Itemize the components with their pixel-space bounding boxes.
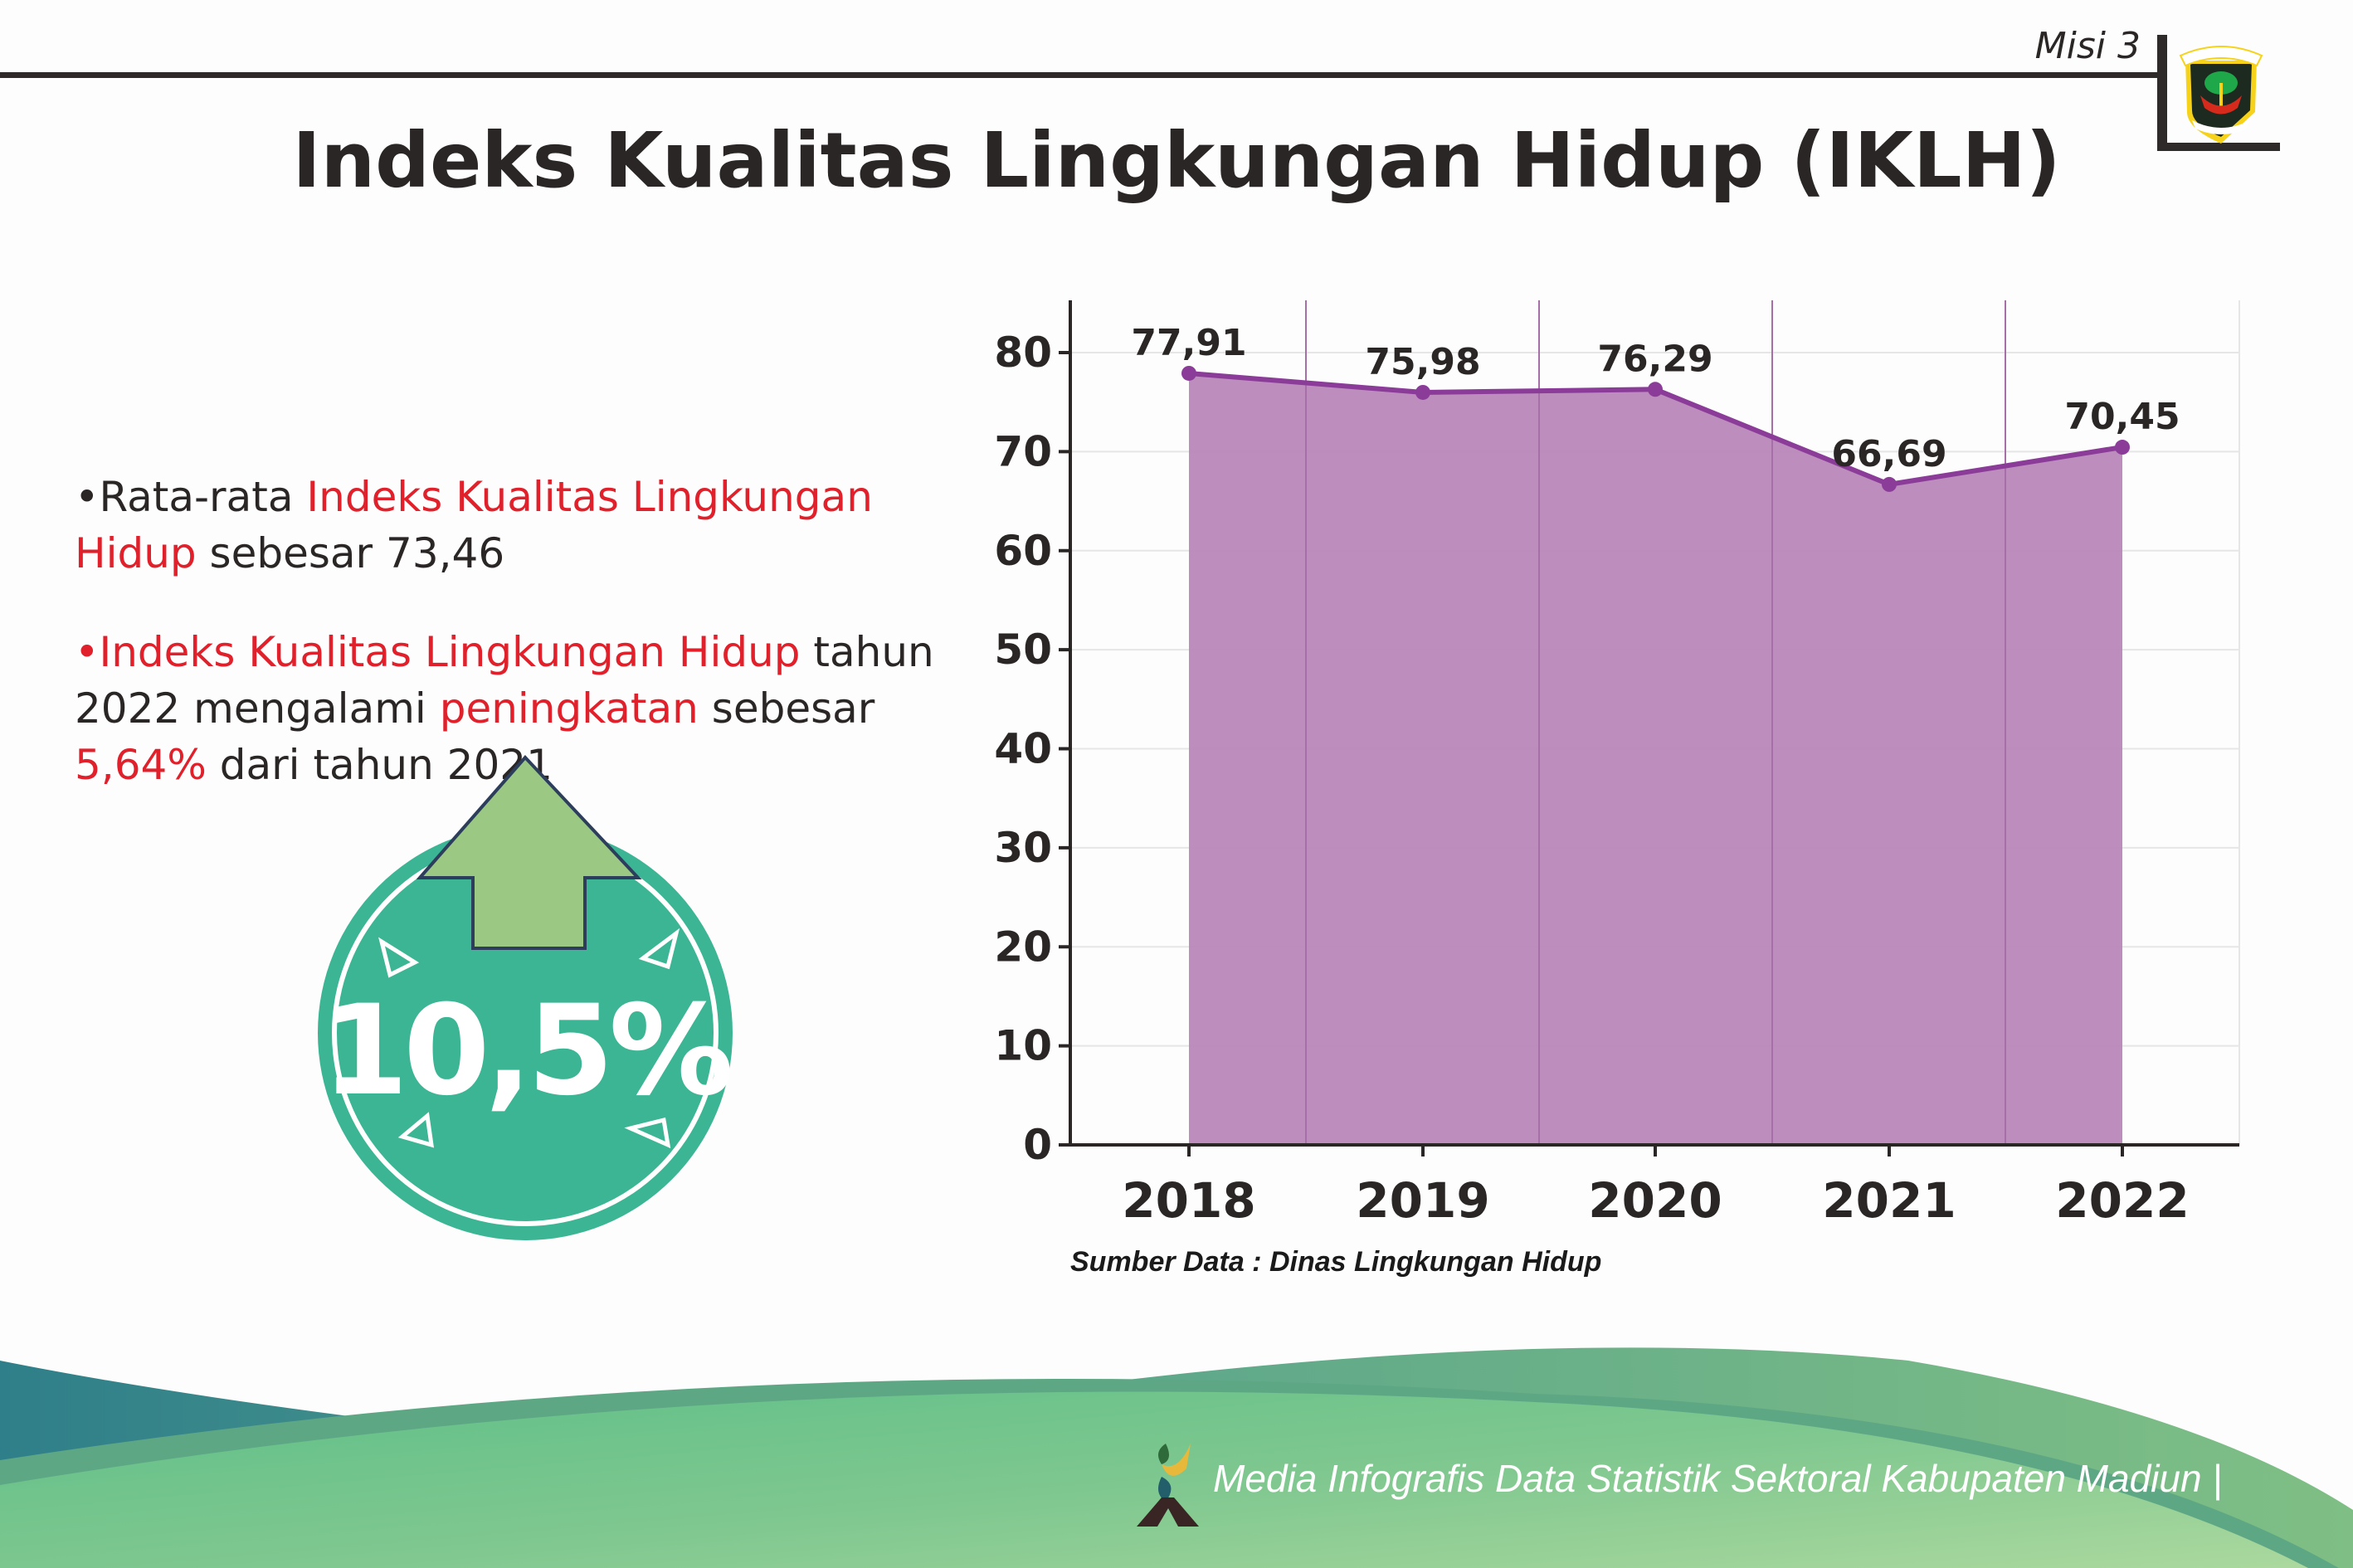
data-label: 77,91 [1131, 322, 1246, 364]
bracket-decoration [2157, 35, 2167, 151]
highlight-text: 5,64% [75, 741, 207, 789]
text: sebesar [698, 684, 875, 733]
iklh-area-chart: 0 10 20 30 40 50 60 70 80 77,91 2018 75,98 2019 76,29… [994, 300, 2240, 1229]
y-tick-label: 0 [1023, 1121, 1052, 1169]
highlight-text: •Indeks Kualitas Lingkungan Hidup [75, 628, 801, 676]
data-point [2115, 440, 2130, 455]
x-tick-label: 2019 [1356, 1172, 1489, 1229]
x-tick-label: 2020 [1588, 1172, 1722, 1229]
bullet-increase: •Indeks Kualitas Lingkungan Hidup tahun … [75, 624, 946, 793]
growth-value: 10,5% [321, 979, 733, 1123]
data-point [1882, 476, 1897, 492]
area-fill [1189, 373, 2122, 1146]
page-title: Indeks Kualitas Lingkungan Hidup (IKLH) [292, 116, 2061, 205]
y-tick-label: 80 [994, 329, 1052, 377]
header-rule [0, 72, 2161, 78]
highlight-text: peningkatan [439, 684, 699, 733]
y-tick-label: 70 [994, 427, 1052, 475]
text: sebesar 73,46 [196, 529, 505, 577]
badge-circle [318, 825, 733, 1240]
y-tick-label: 10 [994, 1022, 1052, 1070]
footer-caption: Media Infografis Data Statistik Sektoral… [1213, 1457, 2223, 1500]
data-label: 66,69 [1831, 433, 1946, 475]
source-note: Sumber Data : Dinas Lingkungan Hidup [1070, 1246, 1602, 1278]
y-tick-label: 20 [994, 923, 1052, 971]
text: dari tahun 2021 [206, 741, 553, 789]
growth-badge [318, 755, 733, 1240]
x-tick-label: 2018 [1122, 1172, 1255, 1229]
y-tick-label: 40 [994, 725, 1052, 773]
y-tick-label: 50 [994, 626, 1052, 674]
bullet-average: •Rata-rata Indeks Kualitas Lingkungan Hi… [75, 469, 946, 582]
sparkle-icons [378, 928, 680, 1149]
data-label: 70,45 [2064, 396, 2180, 438]
y-tick-label: 60 [994, 527, 1052, 575]
data-point [1415, 384, 1430, 400]
media-infografis-logo [1137, 1444, 1199, 1527]
kabupaten-madiun-emblem [2179, 46, 2263, 144]
data-label: 76,29 [1597, 338, 1712, 380]
mission-label: Misi 3 [2034, 25, 2141, 67]
text: tahun 2022 mengalami [75, 628, 934, 733]
data-label: 75,98 [1365, 341, 1480, 383]
highlight-text: Indeks Kualitas Lingkungan Hidup [75, 473, 873, 577]
arrow-up-icon [416, 755, 642, 950]
bracket-decoration-bottom [2157, 143, 2280, 151]
text: •Rata-rata [75, 473, 307, 521]
x-tick-label: 2022 [2055, 1172, 2189, 1229]
x-tick-label: 2021 [1822, 1172, 1956, 1229]
data-point [1181, 365, 1196, 381]
data-point [1648, 382, 1663, 397]
y-tick-label: 30 [994, 824, 1052, 872]
